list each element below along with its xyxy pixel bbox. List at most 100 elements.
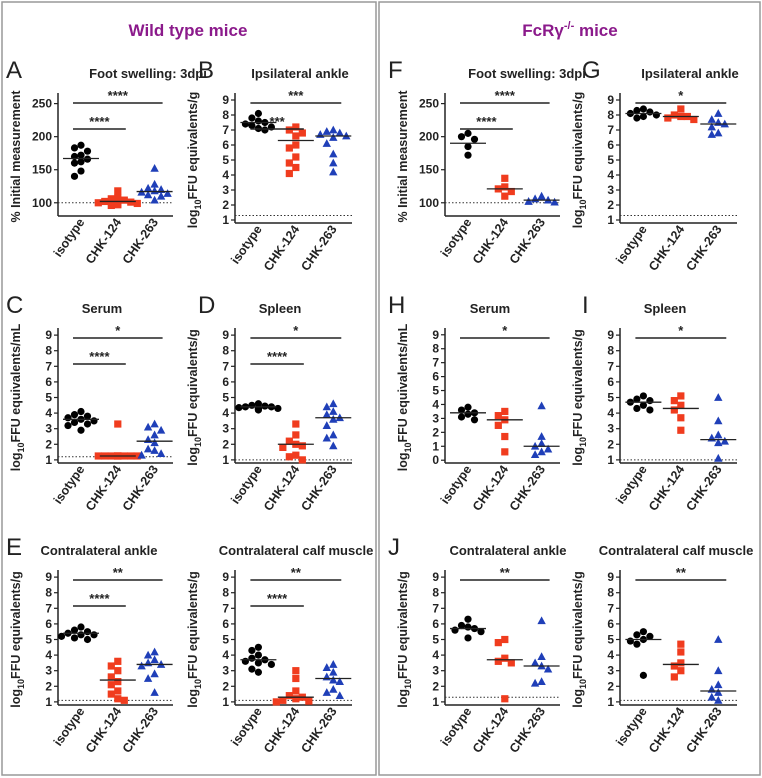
data-point-chk-263 — [322, 421, 331, 429]
y-tick-label: 150 — [32, 163, 52, 177]
data-point-chk-124 — [107, 690, 115, 698]
data-point-isotype — [254, 643, 262, 651]
data-point-isotype — [90, 417, 98, 425]
y-tick-label: 1 — [432, 439, 439, 453]
panel-A: A Foot swelling: 3dpi 100 150 200 250 % Initia… — [6, 57, 207, 266]
data-point-chk-124 — [494, 657, 502, 665]
data-point-isotype — [470, 135, 479, 143]
data-point-chk-263 — [707, 685, 716, 693]
data-point-isotype — [646, 108, 654, 116]
data-point-chk-124 — [292, 451, 300, 459]
y-axis-label: log10FFU equivalents/g — [396, 571, 413, 707]
category-label: CHK-263 — [683, 705, 724, 756]
data-point-isotype — [626, 637, 635, 645]
data-point-chk-263 — [322, 402, 331, 411]
y-tick-label: 100 — [419, 196, 439, 210]
data-point-chk-124 — [114, 187, 122, 195]
data-point-chk-124 — [677, 414, 685, 422]
data-point-isotype — [633, 640, 641, 648]
data-point-isotype — [241, 657, 249, 665]
data-point-chk-263 — [537, 616, 546, 625]
data-point-isotype — [470, 416, 479, 424]
data-point-isotype — [477, 628, 485, 636]
significance-label: **** — [476, 114, 497, 129]
y-tick-label: 6 — [607, 138, 614, 152]
panel-letter-A: A — [6, 57, 22, 84]
data-point-chk-124 — [114, 678, 122, 686]
data-point-chk-263 — [537, 652, 546, 661]
data-point-isotype — [464, 410, 472, 418]
panel-C: C Serum 1 23 45 6 78 9 log10FFU equivalents/mL is… — [6, 292, 173, 513]
data-point-isotype — [248, 401, 256, 409]
data-point-chk-124 — [120, 696, 128, 704]
data-point-chk-124 — [292, 667, 300, 675]
data-point-chk-263 — [329, 441, 338, 450]
data-point-chk-263 — [335, 691, 344, 700]
data-point-chk-263 — [143, 183, 153, 192]
y-tick-label: 7 — [607, 123, 614, 137]
significance-label: **** — [495, 88, 516, 103]
y-axis-label: log10FFU equivalents/g — [186, 329, 203, 465]
data-point-isotype — [633, 114, 641, 122]
y-tick-label: 200 — [32, 130, 52, 144]
y-tick-label: 1 — [222, 695, 229, 709]
category-label: CHK-124 — [646, 223, 687, 274]
y-tick-label: 8 — [222, 344, 229, 358]
data-point-isotype — [77, 167, 85, 175]
y-tick-label: 5 — [607, 633, 614, 647]
y-tick-label: 6 — [222, 617, 229, 631]
y-tick-label: 2 — [432, 425, 439, 439]
data-point-isotype — [274, 404, 282, 413]
y-tick-label: 6 — [222, 375, 229, 389]
data-point-chk-263 — [150, 195, 159, 204]
y-tick-label: 1 — [45, 695, 52, 709]
category-label: CHK-263 — [120, 705, 161, 756]
significance-label: ** — [113, 565, 124, 580]
data-point-chk-263 — [707, 130, 716, 138]
y-tick-label: 9 — [222, 328, 229, 342]
significance-label: ** — [500, 565, 511, 580]
data-point-chk-263 — [707, 122, 716, 131]
data-point-chk-124 — [507, 187, 515, 196]
category-label: CHK-263 — [507, 463, 548, 514]
data-point-chk-263 — [707, 692, 716, 701]
category-label: CHK-263 — [507, 216, 548, 267]
y-tick-label: 8 — [432, 342, 439, 356]
data-point-isotype — [90, 631, 98, 639]
data-point-chk-124 — [501, 448, 509, 456]
category-label: CHK-124 — [83, 705, 124, 756]
data-point-chk-124 — [664, 114, 672, 122]
y-tick-label: 8 — [607, 344, 614, 358]
y-axis-label: log10FFU equivalents/mL — [9, 323, 26, 471]
data-point-isotype — [77, 151, 85, 159]
data-point-chk-263 — [714, 666, 723, 675]
category-label: isotype — [613, 705, 650, 749]
category-label: isotype — [613, 463, 650, 507]
data-point-chk-263 — [137, 450, 146, 459]
y-tick-label: 4 — [607, 648, 614, 662]
y-tick-label: 0 — [432, 453, 439, 467]
data-point-chk-124 — [272, 698, 280, 706]
y-tick-label: 7 — [45, 601, 52, 615]
panel-title: Contralateral ankle — [40, 543, 157, 558]
data-point-chk-263 — [329, 407, 338, 415]
data-point-isotype — [639, 401, 648, 409]
y-tick-label: 5 — [45, 391, 52, 405]
data-point-isotype — [83, 635, 92, 644]
data-point-isotype — [241, 120, 249, 128]
y-tick-label: 9 — [432, 570, 439, 584]
data-point-isotype — [639, 628, 648, 636]
data-point-chk-263 — [143, 190, 153, 199]
data-point-chk-124 — [107, 201, 115, 210]
y-tick-label: 8 — [607, 586, 614, 600]
panel-E: E Contralateral ankle 1 23 45 6 78 9 log10FFU eq… — [6, 534, 173, 755]
data-point-chk-124 — [292, 141, 300, 149]
data-point-isotype — [77, 426, 85, 434]
y-tick-label: 8 — [45, 344, 52, 358]
data-point-isotype — [83, 147, 92, 155]
y-tick-label: 4 — [222, 648, 229, 662]
y-tick-label: 3 — [432, 411, 439, 425]
data-point-isotype — [639, 392, 648, 400]
category-label: CHK-263 — [683, 223, 724, 274]
data-point-chk-263 — [530, 450, 540, 459]
